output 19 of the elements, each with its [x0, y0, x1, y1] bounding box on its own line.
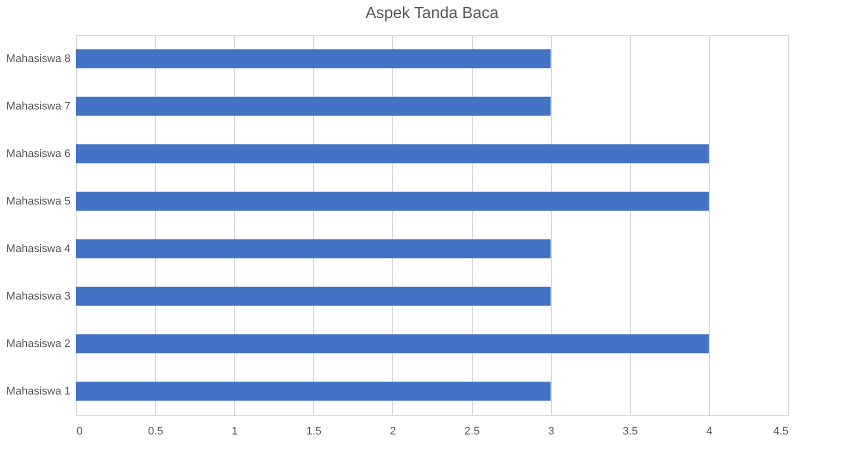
x-tick-label: 2.5 [464, 426, 480, 438]
y-tick-label: Mahasiswa 4 [6, 242, 70, 255]
x-tick-label: 1.5 [306, 426, 322, 438]
x-tick-label: 2 [390, 426, 396, 438]
chart-title: Aspek Tanda Baca [365, 5, 499, 22]
x-tick-label: 1 [232, 426, 238, 438]
y-tick-label: Mahasiswa 3 [6, 290, 70, 302]
x-tick-label: 4 [706, 426, 712, 438]
x-tick-label: 4.5 [773, 426, 788, 438]
x-tick-label: 0.5 [148, 426, 164, 438]
y-tick-label: Mahasiswa 5 [6, 195, 70, 208]
y-tick-label: Mahasiswa 6 [6, 148, 70, 160]
x-tick-label: 3.5 [622, 426, 638, 438]
y-tick-label: Mahasiswa 2 [6, 338, 70, 350]
x-tick-label: 3 [548, 426, 554, 438]
x-tick-label: 0 [76, 426, 83, 438]
y-tick-label: Mahasiswa 1 [6, 385, 70, 398]
y-tick-label: Mahasiswa 8 [6, 52, 70, 65]
y-tick-label: Mahasiswa 7 [6, 100, 70, 112]
